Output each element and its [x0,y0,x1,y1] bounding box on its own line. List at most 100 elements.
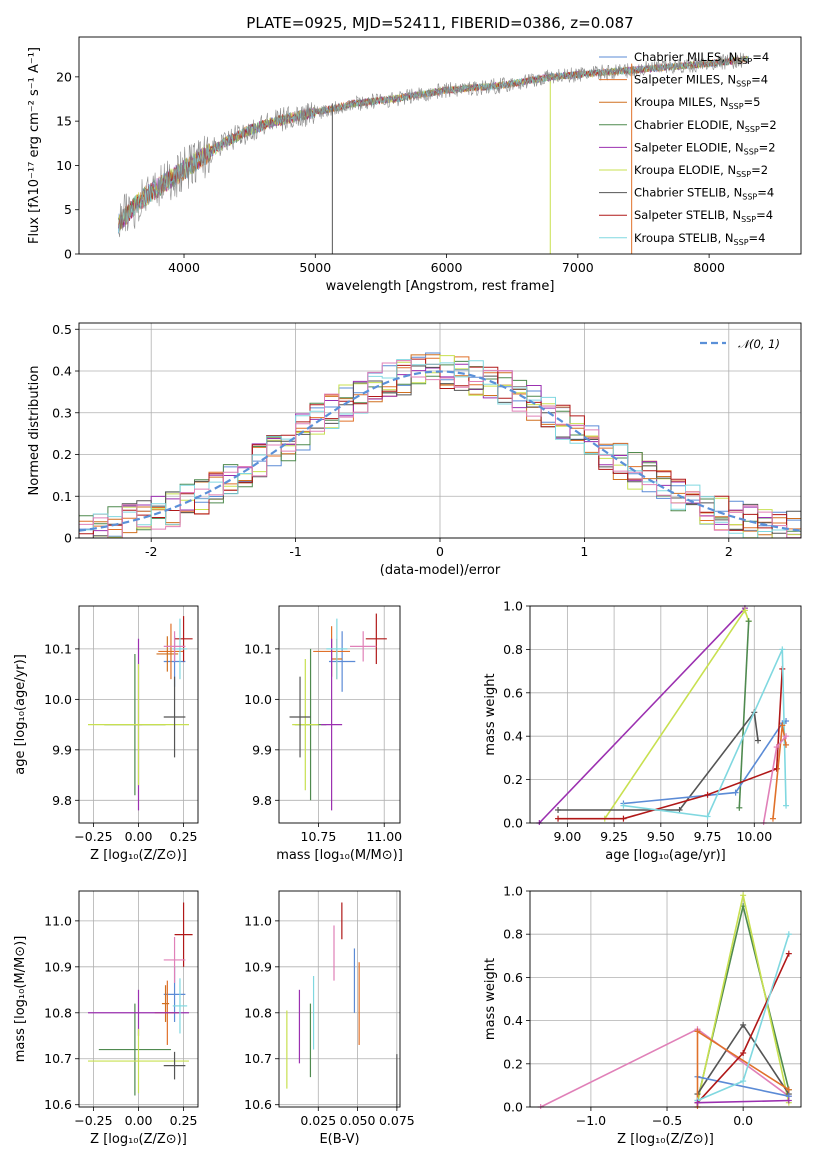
legend-label: Salpeter MILES, NSSP=4 [634,73,768,89]
x-tick-label: 0.075 [379,1113,415,1128]
y-axis-label: mass [log₁₀(M/M⊙)] [13,936,28,1063]
mass-weight-vs-metallicity-panel: −1.0 −0.5 0.0 0.0 0.2 0.4 0.6 0.8 1.0 Z [log₁₀(Z/… [483,884,802,1147]
x-tick-label: −1.0 [576,1113,606,1128]
plot-frame [529,890,802,1108]
x-tick-label: 6000 [431,260,463,275]
x-axis-label: Z [log₁₀(Z/Z⊙)] [90,1132,187,1147]
legend-label-main: Kroupa MILES, N [634,95,729,109]
weight-line [558,710,759,811]
weight-line [540,1028,790,1108]
legend-label-tail: =5 [744,95,761,109]
legend-label-sub: SSP [734,238,749,247]
legend-label-main: Chabrier MILES, N [634,50,737,64]
mass-weight-vs-age-panel: 9.00 9.25 9.50 9.75 10.00 0.0 0.2 0.4 0.6 0.8 1.0 a… [483,599,802,863]
x-tick-label: 5000 [299,260,331,275]
legend-label-main: Salpeter MILES, N [634,73,736,87]
y-tick-label: 10.9 [244,959,272,974]
y-tick-label: 0.5 [52,322,72,337]
plot-frame [78,890,199,1108]
x-tick-label: -1 [289,544,301,559]
x-tick-label: 4000 [168,260,200,275]
legend-label-tail: =4 [757,186,774,200]
x-tick-label: 11.00 [366,829,402,844]
x-tick-label: 0.025 [300,1113,336,1128]
y-tick-label: 15 [56,114,72,129]
legend-label-sub: SSP [737,57,752,66]
weight-line [697,1099,789,1104]
y-tick-label: 0 [64,531,72,546]
y-tick-label: 0.2 [503,1056,523,1071]
legend-label-sub: SSP [742,193,757,202]
y-tick-label: 0.4 [503,729,523,744]
x-tick-label: 7000 [562,260,594,275]
x-tick-label: 8000 [693,260,725,275]
weight-line [697,1076,789,1097]
spectrum-traces [118,52,749,254]
x-tick-label: 1 [580,544,588,559]
x-tick-label: 0.0 [733,1113,753,1128]
y-tick-label: 10.1 [244,641,272,656]
legend-label-tail: =2 [751,163,768,177]
plot-frame [78,36,802,255]
weight-line [623,649,787,818]
legend-label-tail: =4 [756,208,773,222]
weight-series [536,605,790,825]
y-tick-label: 10.8 [44,1005,72,1020]
y-tick-label: 0.6 [503,685,523,700]
residual-histogram-panel: -2 -1 0 1 2 0 0.1 0.2 0.3 0.4 0.5 (data-model)/erro… [27,322,802,578]
spectrum-line [118,52,749,238]
y-tick-label: 9.8 [252,793,272,808]
x-tick-label: −0.25 [74,829,112,844]
legend-label: Kroupa ELODIE, NSSP=2 [634,163,768,179]
x-tick-label: -2 [145,544,157,559]
legend-label-main: Kroupa STELIB, N [634,231,734,245]
legend-label: Chabrier MILES, NSSP=4 [634,50,769,66]
y-axis-label: mass weight [483,673,498,755]
legend-label-sub: SSP [729,102,744,111]
legend-label: Chabrier ELODIE, NSSP=2 [634,118,777,134]
y-tick-label: 0.1 [52,489,72,504]
weight-line [738,621,750,808]
legend-label: 𝒩(0, 1) [738,337,780,351]
y-tick-label: 10 [56,158,72,173]
plot-frame [529,605,802,824]
legend-label-tail: =2 [759,140,776,154]
legend-label-tail: =4 [749,231,766,245]
y-tick-label: 10.6 [44,1097,72,1112]
legend-label-tail: =2 [760,118,777,132]
legend-label-main: Chabrier ELODIE, N [634,118,745,132]
legend-label-sub: SSP [736,170,751,179]
legend-label-main: Salpeter STELIB, N [634,208,741,222]
y-tick-label: 10.6 [244,1097,272,1112]
legend-label-tail: =4 [751,73,768,87]
x-axis-label: wavelength [Angstrom, rest frame] [326,279,555,294]
y-tick-label: 10.1 [44,641,72,656]
x-tick-label: 0.25 [170,1113,198,1128]
residual-series [79,352,801,538]
x-axis-label: mass [log₁₀(M/M⊙)] [276,848,403,863]
weight-series [537,892,792,1109]
y-tick-label: 11.0 [244,913,272,928]
histogram-step [79,360,801,538]
legend-label: Kroupa STELIB, NSSP=4 [634,231,765,247]
y-tick-label: 0.0 [503,816,523,831]
weight-line [623,720,787,805]
y-tick-label: 10.7 [44,1051,72,1066]
figure-title: PLATE=0925, MJD=52411, FIBERID=0386, z=0… [246,14,633,32]
y-axis-label: mass weight [483,958,498,1040]
histogram-step [79,359,801,538]
x-tick-label: 10.00 [736,829,772,844]
x-axis-label: Z [log₁₀(Z/Z⊙)] [90,848,187,863]
legend-label-tail: =4 [752,50,769,64]
x-tick-label: 2 [725,544,733,559]
legend-label-main: Salpeter ELODIE, N [634,140,744,154]
x-tick-label: 9.25 [600,829,628,844]
y-tick-label: 20 [56,69,72,84]
x-tick-label: 9.50 [647,829,675,844]
x-tick-label: −0.5 [652,1113,682,1128]
plot-frame [78,322,802,539]
y-tick-label: 9.9 [52,742,72,757]
x-tick-label: −0.25 [74,1113,112,1128]
